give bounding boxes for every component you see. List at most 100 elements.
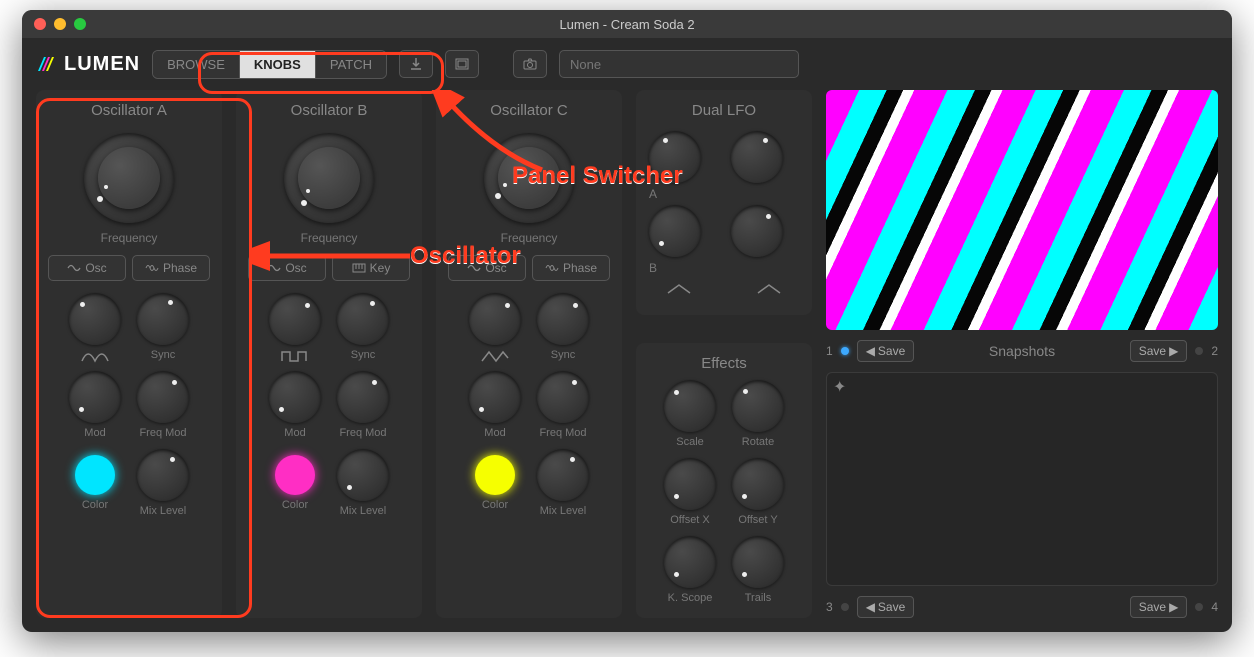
phase-button[interactable]: Phase <box>532 255 610 281</box>
osc-a-color: Color <box>69 449 121 519</box>
osc-a-mix-level-knob[interactable] <box>137 449 189 501</box>
snapshot-camera-button[interactable] <box>513 50 547 78</box>
lfo-a-knob-0[interactable] <box>649 131 701 183</box>
lfo-a-knob-1[interactable] <box>731 131 783 183</box>
osc-b-mod-knob[interactable] <box>269 371 321 423</box>
effects-trails: Trails <box>732 536 784 606</box>
osc-button[interactable]: Osc <box>448 255 526 281</box>
osc-b-wave-knob[interactable] <box>269 293 321 345</box>
osc-button[interactable]: Osc <box>48 255 126 281</box>
effects-offset-y-knob[interactable] <box>732 458 784 510</box>
osc-b-color-color[interactable] <box>275 455 315 495</box>
toolbar: LUMEN BROWSEKNOBSPATCH None <box>22 38 1232 90</box>
osc-b-wave <box>269 293 321 363</box>
osc-b-sync-knob[interactable] <box>337 293 389 345</box>
lfo-b-knob-1[interactable] <box>731 205 783 257</box>
effects-trails-knob[interactable] <box>732 536 784 588</box>
osc-b-mix-level: Mix Level <box>337 449 389 519</box>
phase-icon <box>545 261 559 276</box>
effects-offset-x: Offset X <box>664 458 716 528</box>
osc-c-mix-level-knob[interactable] <box>537 449 589 501</box>
dual-lfo-module: Dual LFO AB <box>636 90 812 315</box>
snapshot-save-4[interactable]: Save ▶ <box>1130 596 1188 618</box>
osc-c-wave-knob[interactable] <box>469 293 521 345</box>
frequency-label: Frequency <box>501 231 558 245</box>
window-mode-button[interactable] <box>445 50 479 78</box>
osc-c-color-color[interactable] <box>475 455 515 495</box>
osc-a-mix-level: Mix Level <box>137 449 189 519</box>
key-button[interactable]: Key <box>332 255 410 281</box>
effects-title: Effects <box>701 355 747 372</box>
osc-a-wave-knob[interactable] <box>69 293 121 345</box>
window-title: Lumen - Cream Soda 2 <box>22 17 1232 32</box>
lfo-b-knob-0[interactable] <box>649 205 701 257</box>
tab-browse[interactable]: BROWSE <box>153 51 240 78</box>
dual-lfo-title: Dual LFO <box>692 102 756 119</box>
download-button[interactable] <box>399 50 433 78</box>
frequency-knob[interactable] <box>484 133 574 223</box>
snapshot-slot-4-num: 4 <box>1211 600 1218 614</box>
snapshot-save-1[interactable]: ◀ Save <box>857 340 915 362</box>
effects-rotate: Rotate <box>732 380 784 450</box>
video-preview[interactable] <box>826 90 1218 330</box>
osc-a-sync-knob[interactable] <box>137 293 189 345</box>
content-area: Oscillator A Frequency OscPhase SyncModF… <box>22 90 1232 632</box>
osc-b-freq-mod: Freq Mod <box>337 371 389 441</box>
effects-module: Effects ScaleRotateOffset XOffset YK. Sc… <box>636 343 812 618</box>
snapshot-slot-4-indicator <box>1195 603 1203 611</box>
snapshot-slot-3-indicator <box>841 603 849 611</box>
osc-a-freq-mod-knob[interactable] <box>137 371 189 423</box>
effects-offset-x-knob[interactable] <box>664 458 716 510</box>
sine-icon <box>267 261 281 276</box>
snapshots-title: Snapshots <box>922 343 1121 359</box>
frequency-label: Frequency <box>301 231 358 245</box>
app-name: LUMEN <box>64 53 140 76</box>
frequency-knob[interactable] <box>84 133 174 223</box>
lfo-b-wave-button[interactable] <box>739 279 799 299</box>
tab-patch[interactable]: PATCH <box>316 51 386 78</box>
osc-a-mod-knob[interactable] <box>69 371 121 423</box>
snapshot-save-3[interactable]: ◀ Save <box>857 596 915 618</box>
osc-c-freq-mod: Freq Mod <box>537 371 589 441</box>
titlebar: Lumen - Cream Soda 2 <box>22 10 1232 38</box>
oscillator-title: Oscillator C <box>490 102 568 119</box>
osc-b-freq-mod-knob[interactable] <box>337 371 389 423</box>
effects-k-scope: K. Scope <box>664 536 716 606</box>
osc-a-color-color[interactable] <box>75 455 115 495</box>
snapshot-save-2[interactable]: Save ▶ <box>1130 340 1188 362</box>
effects-rotate-knob[interactable] <box>732 380 784 432</box>
osc-c-sync-knob[interactable] <box>537 293 589 345</box>
frequency-knob[interactable] <box>284 133 374 223</box>
logo-icon <box>36 53 58 75</box>
snapshot-slot-3-num: 3 <box>826 600 833 614</box>
panel-switcher: BROWSEKNOBSPATCH <box>152 50 387 79</box>
osc-button[interactable]: Osc <box>248 255 326 281</box>
oscillator-title: Oscillator B <box>291 102 368 119</box>
osc-a-wave <box>69 293 121 363</box>
osc-c-freq-mod-knob[interactable] <box>537 371 589 423</box>
lfo-a-wave-button[interactable] <box>649 279 709 299</box>
right-column: 1 ◀ Save Snapshots Save ▶ 2 ✦ 3 ◀ Save S… <box>826 90 1218 618</box>
preset-field[interactable]: None <box>559 50 799 78</box>
snapshot-bar-top: 1 ◀ Save Snapshots Save ▶ 2 <box>826 340 1218 362</box>
effects-k-scope-knob[interactable] <box>664 536 716 588</box>
osc-c-wave <box>469 293 521 363</box>
tab-knobs[interactable]: KNOBS <box>240 51 316 78</box>
osc-c-mod-knob[interactable] <box>469 371 521 423</box>
snapshot-canvas[interactable]: ✦ <box>826 372 1218 586</box>
snapshot-slot-1-indicator <box>841 347 849 355</box>
osc-c-sync: Sync <box>537 293 589 363</box>
frequency-label: Frequency <box>101 231 158 245</box>
effects-offset-y: Offset Y <box>732 458 784 528</box>
snapshot-cursor-icon: ✦ <box>833 377 846 397</box>
effects-scale-knob[interactable] <box>664 380 716 432</box>
snapshot-slot-2-num: 2 <box>1211 344 1218 358</box>
snapshot-bar-bottom: 3 ◀ Save Save ▶ 4 <box>826 596 1218 618</box>
phase-button[interactable]: Phase <box>132 255 210 281</box>
window-icon <box>455 57 469 71</box>
osc-b-mix-level-knob[interactable] <box>337 449 389 501</box>
osc-c-color: Color <box>469 449 521 519</box>
app-logo: LUMEN <box>36 53 140 76</box>
key-icon <box>352 261 366 276</box>
oscillator-a-module: Oscillator A Frequency OscPhase SyncModF… <box>36 90 222 618</box>
